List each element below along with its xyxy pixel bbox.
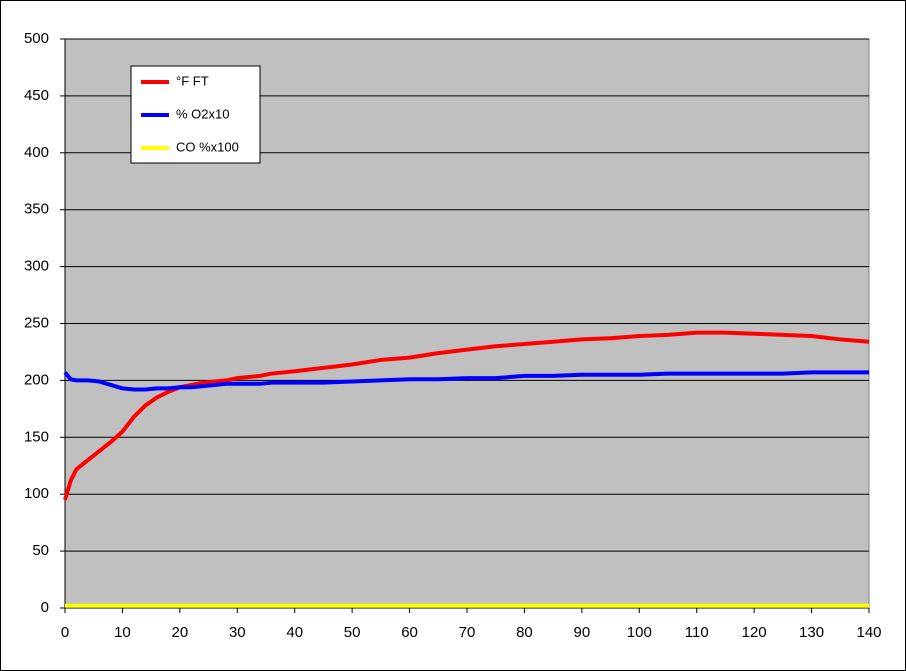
series-line	[63, 330, 870, 501]
x-tick-label: 140	[856, 624, 881, 641]
y-tick-label: 100	[24, 485, 49, 502]
y-tick-label: 0	[41, 599, 49, 616]
x-tick-label: 70	[459, 624, 476, 641]
x-tick-label: 0	[61, 624, 69, 641]
y-tick-label: 200	[24, 371, 49, 388]
x-tick-label: 50	[344, 624, 361, 641]
x-tick-label: 80	[516, 624, 533, 641]
x-tick-label: 40	[286, 624, 303, 641]
series-line	[63, 370, 869, 392]
y-tick-label: 500	[24, 30, 49, 47]
x-tick-label: 30	[229, 624, 246, 641]
x-tick-label: 10	[114, 624, 131, 641]
x-tick-label: 60	[401, 624, 418, 641]
legend-label: % O2x10	[176, 106, 229, 121]
x-tick-label: 120	[742, 624, 767, 641]
y-tick-label: 450	[24, 87, 49, 104]
x-tick-label: 90	[574, 624, 591, 641]
y-tick-label: 150	[24, 428, 49, 445]
y-tick-label: 350	[24, 201, 49, 218]
legend-label: CO %x100	[176, 139, 239, 154]
legend-label: °F FT	[176, 73, 209, 88]
x-tick-label: 110	[685, 624, 709, 641]
y-tick-label: 50	[32, 542, 49, 559]
x-tick-label: 130	[799, 624, 824, 641]
y-tick-label: 300	[24, 258, 49, 275]
y-tick-label: 400	[24, 144, 49, 161]
x-tick-label: 20	[172, 624, 189, 641]
y-tick-label: 250	[24, 314, 49, 331]
x-tick-label: 100	[627, 624, 652, 641]
